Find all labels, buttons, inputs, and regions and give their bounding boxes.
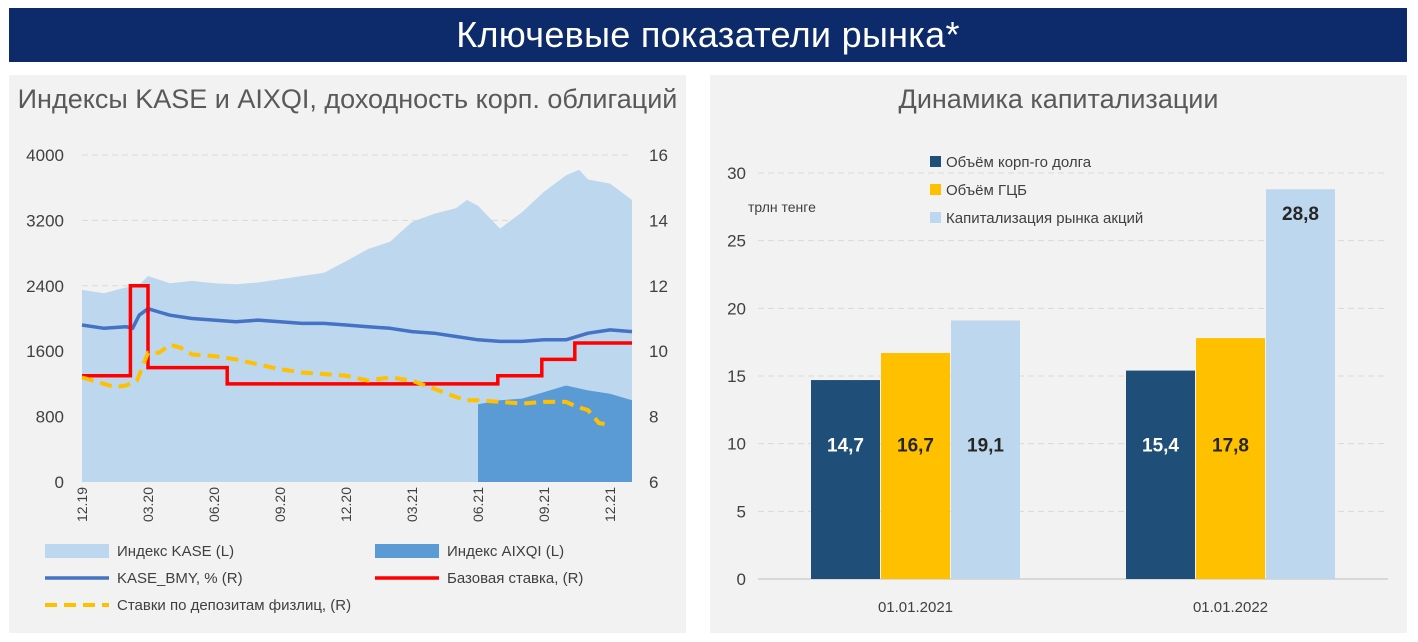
legend-swatch xyxy=(45,544,109,558)
y-unit-label: трлн тенге xyxy=(748,199,816,215)
bar xyxy=(1196,338,1265,579)
y-right-tick-label: 12 xyxy=(649,277,668,296)
bar-value-label: 19,1 xyxy=(967,436,1004,457)
y-tick-label: 25 xyxy=(727,232,746,251)
y-tick-label: 10 xyxy=(727,435,746,454)
x-tick-group: 12.21 xyxy=(602,487,618,522)
y-tick-label: 30 xyxy=(727,164,746,183)
y-right-tick-label: 10 xyxy=(649,342,668,361)
y-left-tick-label: 2400 xyxy=(26,277,64,296)
x-tick-label: 12.21 xyxy=(602,487,618,522)
capitalization-panel: Динамика капитализации 0 5 10 15 20 25 30 трлн … xyxy=(710,75,1407,633)
x-tick-group: 12.20 xyxy=(338,487,354,522)
y-left-tick-label: 0 xyxy=(55,473,64,492)
legend-label: Индекс KASE (L) xyxy=(117,543,234,560)
x-tick-label: 06.21 xyxy=(470,487,486,522)
y-right-tick-label: 14 xyxy=(649,211,668,230)
capitalization-chart-title: Динамика капитализации xyxy=(898,84,1219,114)
x-category-label: 01.01.2022 xyxy=(1193,599,1268,616)
bar-value-label: 28,8 xyxy=(1282,204,1319,225)
bar xyxy=(1266,189,1335,579)
legend-swatch xyxy=(930,184,941,195)
bar-value-label: 14,7 xyxy=(827,436,864,457)
x-tick-label: 03.20 xyxy=(140,487,156,522)
y-left-tick-label: 4000 xyxy=(26,146,64,165)
y-right-tick-label: 6 xyxy=(649,473,658,492)
legend-swatch xyxy=(375,544,439,558)
bar xyxy=(811,380,880,579)
y-left-tick-label: 1600 xyxy=(26,342,64,361)
indices-chart-title: Индексы KASE и AIXQI, доходность корп. о… xyxy=(17,84,678,114)
x-tick-label: 12.20 xyxy=(338,487,354,522)
y-right-tick-label: 16 xyxy=(649,146,668,165)
x-tick-label: 03.21 xyxy=(404,487,420,522)
x-tick-group: 06.20 xyxy=(206,487,222,522)
y-tick-label: 0 xyxy=(737,570,746,589)
x-tick-group: 03.21 xyxy=(404,487,420,522)
page-banner: Ключевые показатели рынка* xyxy=(9,8,1407,62)
y-left-tick-label: 800 xyxy=(36,408,64,427)
x-tick-label: 09.21 xyxy=(536,487,552,522)
y-left-tick-label: 3200 xyxy=(26,211,64,230)
x-tick-label: 12.19 xyxy=(74,487,90,522)
legend-label: Ставки по депозитам физлиц, (R) xyxy=(117,597,351,614)
legend-swatch xyxy=(930,212,941,223)
bar xyxy=(881,352,950,579)
x-tick-group: 12.19 xyxy=(74,487,90,522)
legend-label: Индекс AIXQI (L) xyxy=(447,543,564,560)
x-tick-group: 03.20 xyxy=(140,487,156,522)
x-tick-group: 09.21 xyxy=(536,487,552,522)
legend-label: Объём корп-го долга xyxy=(946,154,1092,171)
x-tick-label: 09.20 xyxy=(272,487,288,522)
legend-label: Базовая ставка, (R) xyxy=(447,570,583,587)
aixqi-index-area xyxy=(478,385,632,482)
legend-swatch xyxy=(930,156,941,167)
indices-panel: Индексы KASE и AIXQI, доходность корп. о… xyxy=(9,75,686,633)
bar xyxy=(951,320,1020,579)
x-tick-group: 09.20 xyxy=(272,487,288,522)
kase-bmy-line xyxy=(81,306,633,344)
y-right-tick-label: 8 xyxy=(649,408,658,427)
legend-label: Капитализация рынка акций xyxy=(946,210,1143,227)
x-category-label: 01.01.2021 xyxy=(878,599,953,616)
legend-label: KASE_BMY, % (R) xyxy=(117,570,243,587)
page-title: Ключевые показатели рынка* xyxy=(456,14,960,55)
bar-value-label: 17,8 xyxy=(1212,436,1249,457)
indices-chart: 0 800 1600 2400 3200 4000 6 8 10 12 14 16 12.19 03.20… xyxy=(26,146,668,614)
y-tick-label: 5 xyxy=(737,502,746,521)
y-tick-label: 20 xyxy=(727,299,746,318)
bar xyxy=(1126,370,1195,579)
x-tick-group: 06.21 xyxy=(470,487,486,522)
y-tick-label: 15 xyxy=(727,367,746,386)
bar-value-label: 16,7 xyxy=(897,436,934,457)
legend-label: Объём ГЦБ xyxy=(946,182,1027,199)
bar-value-label: 15,4 xyxy=(1142,436,1179,457)
base-rate-line xyxy=(82,284,632,386)
x-tick-label: 06.20 xyxy=(206,487,222,522)
